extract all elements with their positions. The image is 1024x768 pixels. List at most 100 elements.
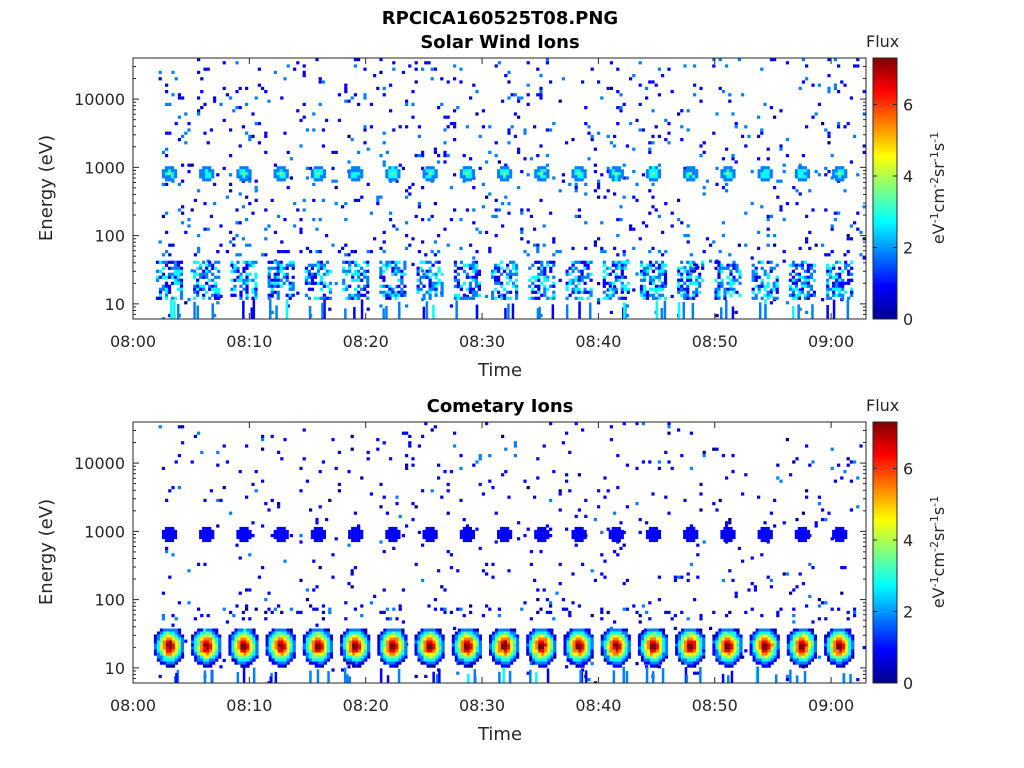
heatmap-cell [342, 287, 346, 291]
heatmap-cell [394, 178, 398, 182]
heatmap-cell [515, 269, 519, 273]
heatmap-cell [667, 431, 671, 435]
heatmap-cell [835, 166, 839, 170]
heatmap-cell [379, 505, 383, 509]
heatmap-cell [574, 287, 578, 291]
heatmap-cell [729, 287, 733, 291]
heatmap-cell [544, 643, 548, 647]
heatmap-cell [164, 529, 169, 534]
heatmap-cell [391, 166, 395, 170]
heatmap-cell [342, 260, 346, 264]
heatmap-cell [180, 640, 185, 644]
heatmap-cell [788, 284, 792, 288]
heatmap-cell [349, 637, 353, 641]
heatmap-cell [446, 489, 450, 493]
heatmap-cell [291, 293, 295, 297]
heatmap-cell [328, 281, 332, 285]
heatmap-cell [500, 169, 504, 173]
heatmap-cell [457, 652, 461, 656]
heatmap-cell [276, 266, 280, 270]
heatmap-cell [155, 275, 160, 279]
heatmap-cell [241, 205, 245, 209]
heatmap-cell [540, 266, 544, 270]
heatmap-cell [252, 655, 256, 659]
heatmap-cell [347, 470, 351, 474]
heatmap-cell [546, 263, 550, 267]
heatmap-cell [791, 269, 795, 273]
heatmap-cell [657, 163, 661, 167]
heatmap-cell [271, 643, 275, 647]
heatmap-cell [353, 93, 357, 97]
heatmap-cell [216, 173, 220, 177]
heatmap-cell [153, 643, 158, 647]
heatmap-cell [165, 90, 169, 94]
figure-filename: RPCICA160525T08.PNG [382, 8, 618, 29]
heatmap-cell [488, 192, 492, 196]
heatmap-cell [291, 260, 295, 264]
heatmap-cell [228, 652, 232, 656]
heatmap-cell [571, 535, 575, 540]
heatmap-cell [782, 250, 786, 254]
heatmap-cell [757, 246, 761, 250]
heatmap-cell [242, 169, 246, 173]
heatmap-cell [577, 535, 581, 540]
heatmap-cell [769, 106, 773, 110]
heatmap-cell [313, 175, 317, 179]
heatmap-cell [202, 538, 206, 543]
heatmap-cell [209, 643, 213, 647]
heatmap-cell [197, 628, 201, 632]
heatmap-cell [583, 532, 587, 537]
heatmap-cell [569, 658, 573, 662]
heatmap-cell [699, 614, 703, 618]
heatmap-cell [709, 626, 713, 630]
heatmap-cell [549, 604, 553, 608]
heatmap-cell [153, 640, 158, 644]
heatmap-cell [268, 634, 272, 638]
heatmap-cell [379, 154, 383, 158]
heatmap-cell [282, 172, 286, 176]
heatmap-cell [614, 172, 618, 176]
heatmap-cell [468, 526, 472, 531]
heatmap-cell [651, 205, 655, 209]
heatmap-cell [357, 524, 361, 528]
heatmap-cell [435, 637, 439, 641]
heatmap-cell [318, 80, 322, 84]
heatmap-cell [840, 476, 844, 480]
heatmap-cell [789, 591, 793, 595]
heatmap-cell [732, 266, 736, 270]
heatmap-cell [248, 169, 252, 173]
heatmap-cell [529, 157, 533, 161]
heatmap-cell [279, 175, 283, 179]
heatmap-cell [383, 649, 387, 653]
heatmap-cell [391, 178, 395, 182]
heatmap-cell [176, 275, 181, 279]
heatmap-cell [638, 83, 642, 87]
heatmap-cell [654, 266, 659, 270]
heatmap-cell [328, 498, 332, 502]
heatmap-cell [478, 134, 482, 138]
heatmap-cell [469, 610, 473, 614]
heatmap-cell [199, 263, 203, 267]
heatmap-cell [274, 628, 278, 632]
heatmap-cell [608, 296, 612, 300]
heatmap-cell [208, 263, 212, 267]
heatmap-cell [206, 664, 210, 668]
heatmap-cell [167, 272, 172, 276]
heatmap-cell [264, 502, 268, 506]
heatmap-cell [504, 637, 508, 641]
heatmap-cell [538, 637, 542, 641]
heatmap-cell [434, 532, 438, 537]
heatmap-cell [187, 224, 191, 228]
heatmap-cell [307, 287, 311, 291]
heatmap-cell [350, 96, 354, 100]
heatmap-cell [451, 637, 455, 641]
heatmap-cell [536, 457, 540, 461]
heatmap-cell [268, 640, 272, 644]
heatmap-cell [235, 253, 239, 257]
heatmap-cell [709, 259, 713, 263]
heatmap-cell [305, 652, 309, 656]
heatmap-cell [503, 166, 507, 170]
heatmap-cell [566, 646, 570, 650]
heatmap-cell [657, 296, 662, 300]
heatmap-cell [170, 535, 175, 540]
